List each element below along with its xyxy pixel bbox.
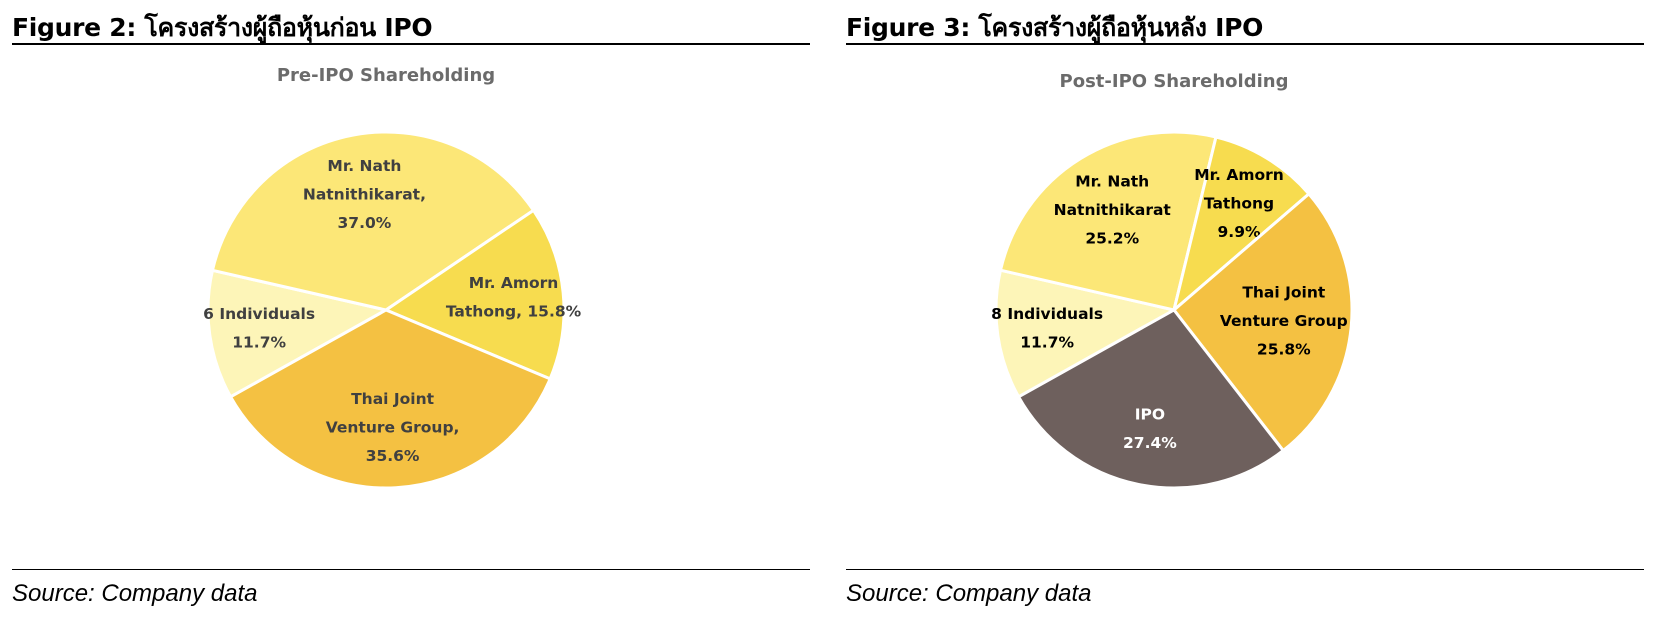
slice-label-line: 11.7% xyxy=(232,333,286,351)
slice-label-line: Mr. Amorn xyxy=(1194,166,1284,184)
pre-ipo-pie-chart: Pre-IPO Shareholding 6 Individuals 11.7% Mr… xyxy=(203,65,582,490)
slice-label-mr-nath: Mr. Nath Natnithikarat 25.2% xyxy=(1054,173,1172,248)
slice-label-line: 35.6% xyxy=(366,447,420,465)
slice-label-line: Thai Joint xyxy=(351,390,435,408)
title-rule xyxy=(12,43,810,45)
slice-label-line: 25.8% xyxy=(1257,340,1311,358)
slice-label-thai-joint: Thai Joint Venture Group 25.8% xyxy=(1220,283,1348,358)
source-rule xyxy=(12,569,810,570)
slice-label-line: Mr. Amorn xyxy=(469,274,559,292)
slice-label-line: 37.0% xyxy=(338,214,392,232)
pie-slice-mr-amorn xyxy=(384,208,566,381)
slice-label-line: IPO xyxy=(1135,405,1165,423)
slice-label-8-individuals: 8 Individuals 11.7% xyxy=(991,305,1103,352)
slice-label-6-individuals: 6 Individuals 11.7% xyxy=(203,305,315,352)
pie-slice-8-individuals xyxy=(994,268,1176,399)
figure-2-panel: Figure 2: โครงสร้างผู้ถือหุ้นก่อน IPO Pr… xyxy=(12,0,810,620)
slice-label-line: 11.7% xyxy=(1020,333,1074,351)
slice-label-line: Thai Joint xyxy=(1242,283,1326,301)
slice-label-line: Tathong xyxy=(1204,195,1274,213)
pie-slice-thai-joint xyxy=(229,308,552,490)
slice-label-line: Mr. Nath xyxy=(327,157,401,175)
pie-slice-6-individuals xyxy=(206,268,388,399)
pie-slice-mr-nath xyxy=(999,130,1218,312)
slice-label-line: 8 Individuals xyxy=(991,305,1103,323)
figure-3-source: Source: Company data xyxy=(846,580,1092,607)
source-rule xyxy=(846,569,1644,570)
slice-label-line: Venture Group xyxy=(1220,312,1348,330)
slice-label-line: 27.4% xyxy=(1123,434,1177,452)
post-ipo-pie-chart: Post-IPO Shareholding 8 Individuals 11.7% M… xyxy=(991,71,1354,490)
pie-slice-mr-nath xyxy=(210,130,535,312)
pie-slice-ipo xyxy=(1017,308,1285,490)
figure-2-source: Source: Company data xyxy=(12,580,258,607)
pie-slice-thai-joint xyxy=(1172,192,1354,453)
figure-3-title: Figure 3: โครงสร้างผู้ถือหุ้นหลัง IPO xyxy=(846,13,1264,42)
slice-label-line: Tathong, 15.8% xyxy=(446,303,582,321)
pie-slice-mr-amorn xyxy=(1172,135,1311,312)
slice-label-line: Mr. Nath xyxy=(1075,173,1149,191)
chart-title: Post-IPO Shareholding xyxy=(1060,71,1289,92)
title-rule xyxy=(846,43,1644,45)
slice-label-line: Natnithikarat xyxy=(1054,201,1172,219)
figure-2-title: Figure 2: โครงสร้างผู้ถือหุ้นก่อน IPO xyxy=(12,13,433,42)
slice-label-ipo: IPO 27.4% xyxy=(1123,405,1177,452)
slice-label-line: Venture Group, xyxy=(326,418,460,436)
slice-label-line: 25.2% xyxy=(1085,230,1139,248)
slice-label-mr-nath: Mr. Nath Natnithikarat, 37.0% xyxy=(303,157,426,232)
slice-label-thai-joint: Thai Joint Venture Group, 35.6% xyxy=(326,390,460,465)
slice-label-mr-amorn: Mr. Amorn Tathong 9.9% xyxy=(1194,166,1284,241)
chart-title: Pre-IPO Shareholding xyxy=(277,65,495,86)
slice-label-line: Natnithikarat, xyxy=(303,186,426,204)
slice-label-line: 9.9% xyxy=(1218,223,1261,241)
figure-3-panel: Figure 3: โครงสร้างผู้ถือหุ้นหลัง IPO Po… xyxy=(846,0,1644,620)
slice-label-mr-amorn: Mr. Amorn Tathong, 15.8% xyxy=(446,274,582,321)
slice-label-line: 6 Individuals xyxy=(203,305,315,323)
